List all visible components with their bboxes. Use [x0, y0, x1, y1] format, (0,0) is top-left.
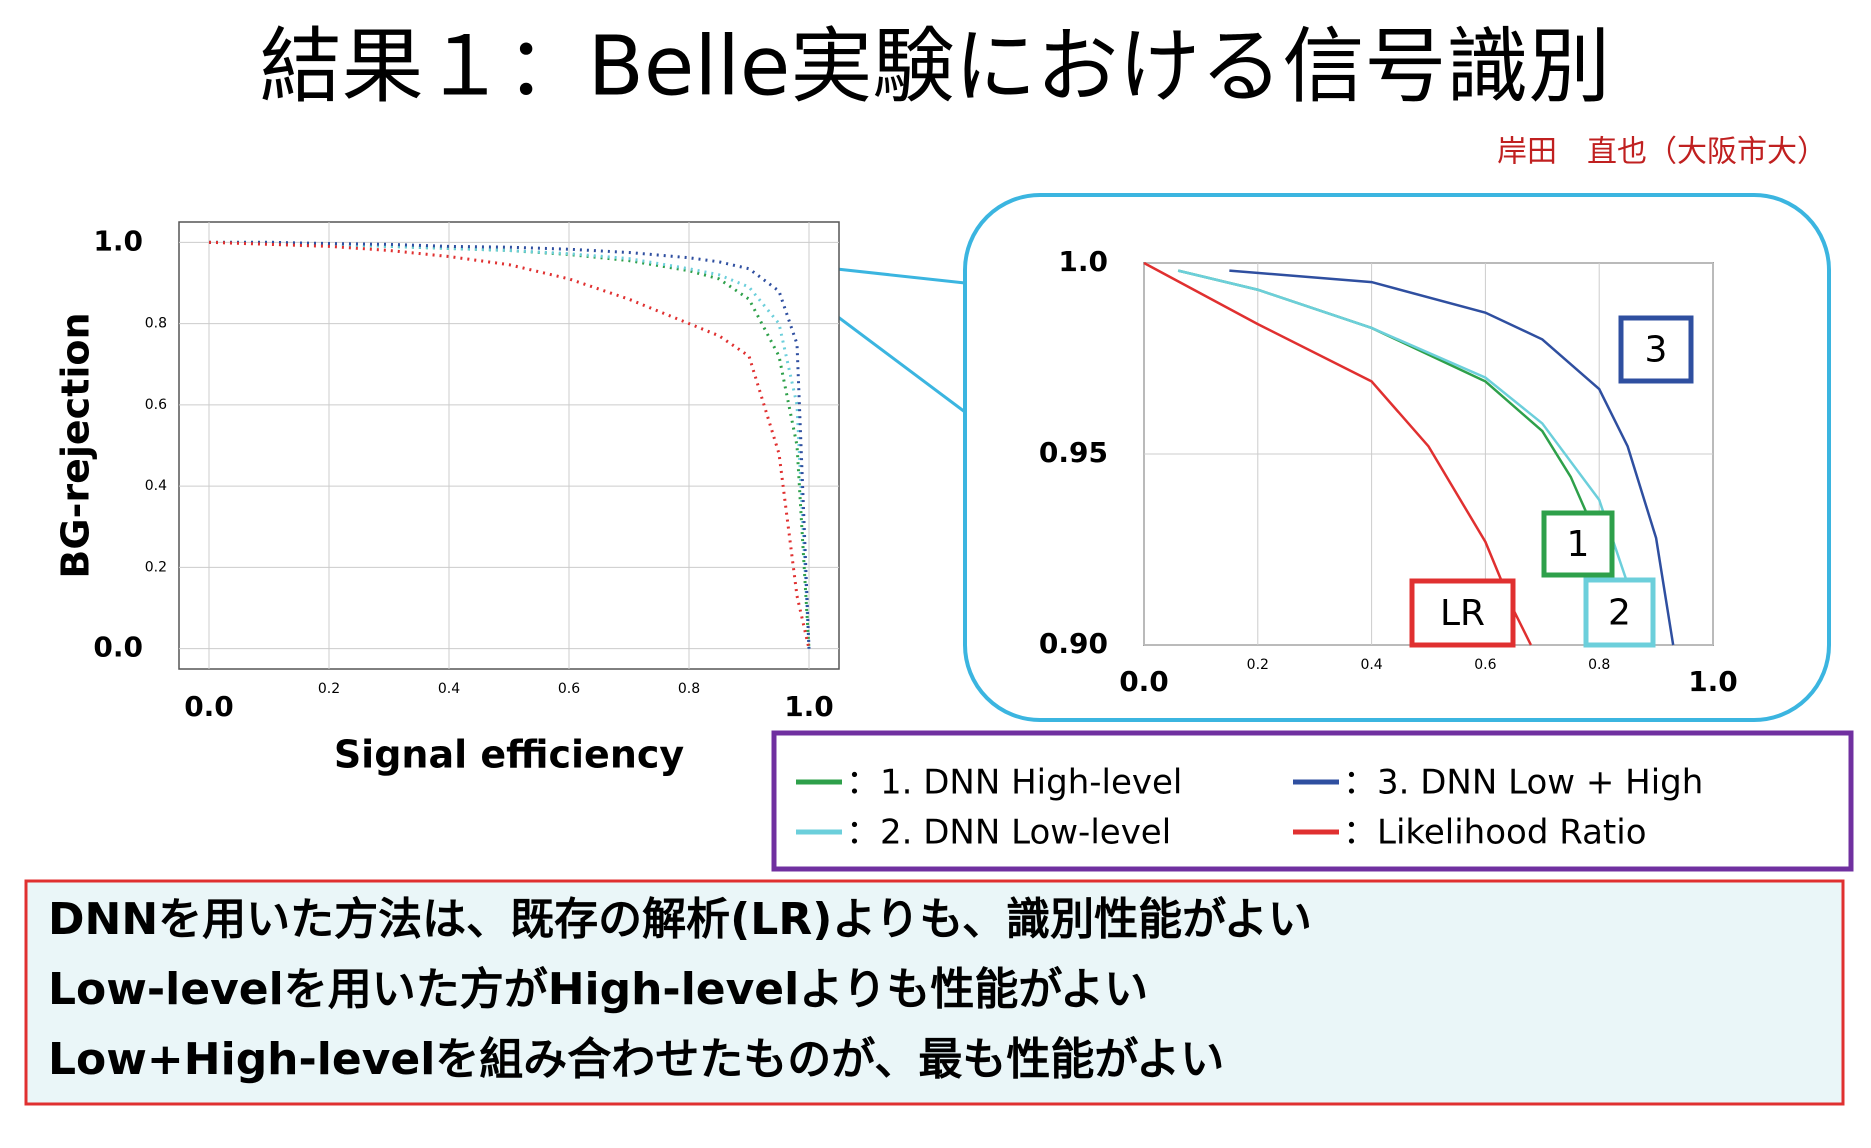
x-tick-label: 0.4 — [1360, 657, 1382, 673]
annotation-label: 2 — [1608, 593, 1631, 634]
conclusion-box — [24, 879, 1845, 1106]
conclusion-line: Low-levelを用いた方がHigh-levelよりも性能がよい — [48, 964, 1148, 1015]
legend-label: ：2. DNN Low-level — [846, 813, 1171, 853]
x-tick-label: 1.0 — [784, 690, 834, 723]
x-tick-label: 0.0 — [184, 690, 234, 723]
y-axis-label: BG-rejection — [54, 312, 98, 578]
y-tick-label: 0.2 — [145, 559, 167, 575]
x-tick-label: 0.2 — [1247, 657, 1269, 673]
annotation-label: 1 — [1567, 524, 1590, 565]
x-tick-label: 0.2 — [318, 681, 340, 697]
legend-box — [771, 730, 1854, 872]
y-tick-label: 0.90 — [1039, 627, 1108, 660]
annotation-box — [1409, 578, 1516, 648]
x-tick-label: 0.6 — [1474, 657, 1496, 673]
plot-area — [178, 221, 840, 670]
x-tick-label: 0.8 — [678, 681, 700, 697]
x-tick-label: 0.6 — [558, 681, 580, 697]
series-line — [208, 240, 811, 650]
x-tick-label: 0.0 — [1119, 665, 1169, 698]
series-line — [209, 240, 811, 649]
annotation-box — [1618, 315, 1694, 384]
x-axis-label: Signal efficiency — [334, 733, 685, 777]
annotation-label: LR — [1440, 593, 1485, 634]
series-line — [1177, 269, 1646, 646]
x-tick-label: 1.0 — [1688, 665, 1738, 698]
conclusion-line: DNNを用いた方法は、既存の解析(LR)よりも、識別性能がよい — [48, 894, 1312, 945]
annotation-box — [1583, 577, 1656, 648]
legend-label: ：1. DNN High-level — [846, 763, 1182, 803]
y-tick-label: 0.6 — [145, 397, 167, 413]
annotation-box — [1541, 510, 1615, 578]
series-line — [1229, 269, 1675, 646]
y-tick-label: 1.0 — [1058, 245, 1108, 278]
y-tick-label: 0.0 — [93, 631, 143, 664]
y-tick-label: 0.4 — [145, 478, 167, 494]
x-tick-label: 0.8 — [1588, 657, 1610, 673]
annotation-label: 3 — [1645, 330, 1668, 371]
conclusion-line: Low+High-levelを組み合わせたものが、最も性能がよい — [48, 1034, 1224, 1085]
legend-label: ：Likelihood Ratio — [1343, 813, 1647, 853]
slide-title: 結果１：Belle実験における信号識別 — [260, 19, 1611, 114]
x-tick-label: 0.4 — [438, 681, 460, 697]
y-tick-label: 1.0 — [93, 224, 143, 257]
y-tick-label: 0.8 — [145, 316, 167, 332]
y-tick-label: 0.95 — [1039, 436, 1108, 469]
legend-label: ：3. DNN Low + High — [1343, 763, 1703, 803]
author: 岸田 直也（大阪市大） — [1497, 135, 1827, 170]
